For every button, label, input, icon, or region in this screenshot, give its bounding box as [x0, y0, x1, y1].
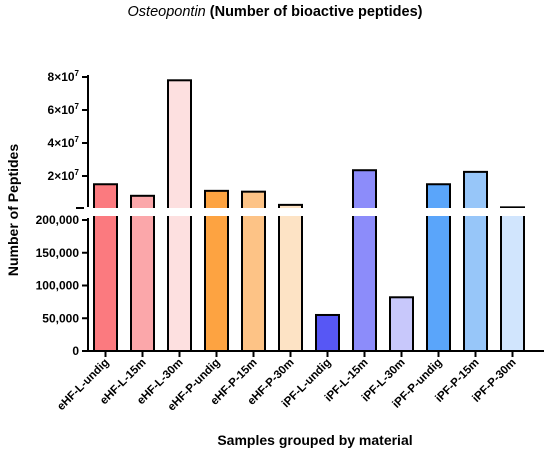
y-tick-label: 2×107	[48, 168, 80, 183]
y-tick-label: 4×107	[48, 135, 80, 150]
bar-iPF-L-15m	[352, 169, 377, 352]
chart-title-italic: Osteopontin	[127, 4, 206, 20]
bar-iPF-L-undig	[315, 313, 340, 353]
y-tick-label: 100,000	[36, 279, 80, 293]
bar-iPF-P-30m	[500, 206, 525, 352]
y-axis-title: Number of Peptides	[5, 144, 21, 276]
chart-title: Osteopontin (Number of bioactive peptide…	[0, 4, 550, 20]
y-tick-label: 50,000	[42, 311, 79, 325]
x-axis-title: Samples grouped by material	[217, 432, 412, 448]
bar-eHF-P-30m	[278, 203, 303, 352]
bar-eHF-L-15m	[130, 194, 155, 352]
bar-iPF-P-15m	[463, 170, 488, 352]
y-tick-label: 8×107	[48, 69, 80, 84]
y-tick-label: 200,000	[36, 213, 80, 227]
chart-title-rest: (Number of bioactive peptides)	[205, 4, 423, 20]
bar-iPF-L-30m	[389, 296, 414, 353]
y-tick-label: 150,000	[36, 246, 80, 260]
y-tick-label: 0	[72, 344, 79, 358]
axis-break-gap	[76, 208, 546, 216]
y-tick-label: 6×107	[48, 102, 80, 117]
